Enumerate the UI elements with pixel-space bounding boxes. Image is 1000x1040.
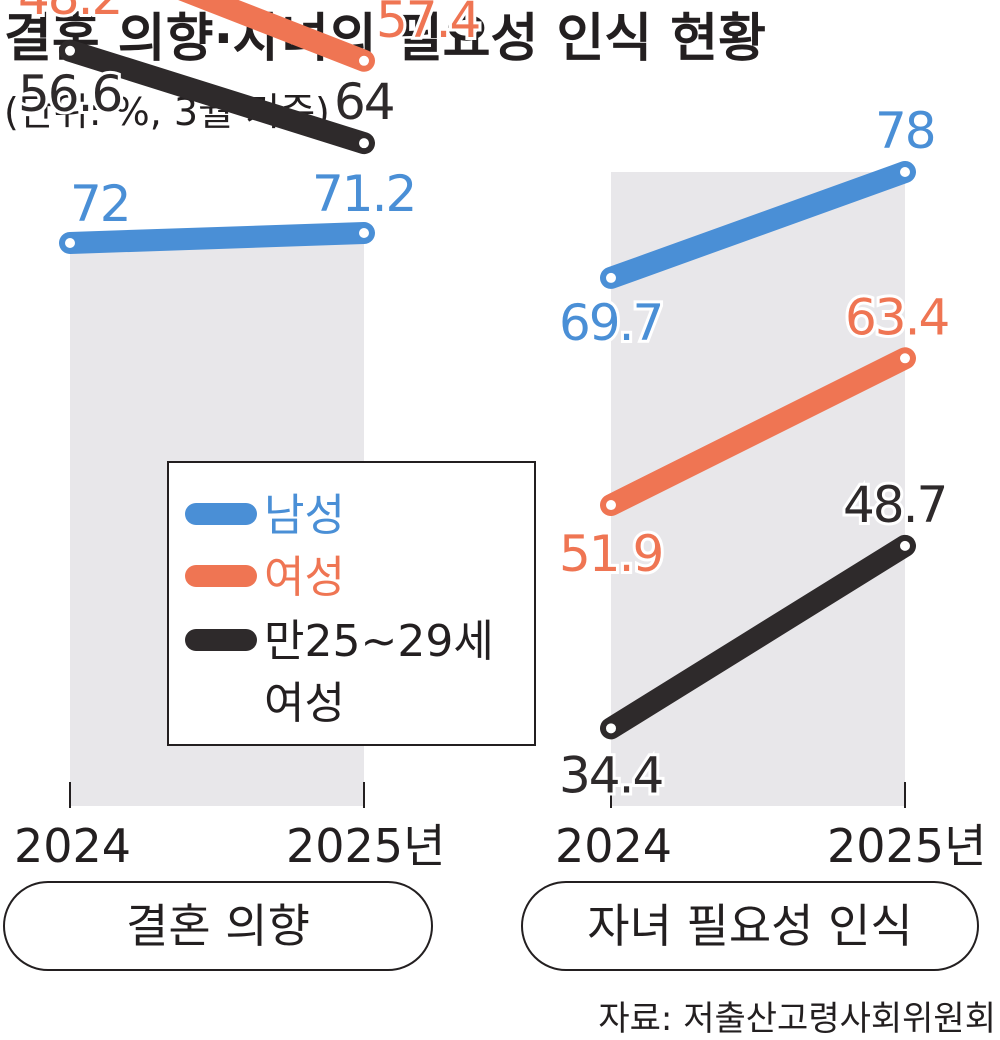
data-label: 71.2 (312, 165, 415, 223)
data-label: 64 (334, 73, 394, 131)
data-label: 63.4 (845, 288, 948, 346)
source-note: 자료: 저출산고령사회위원회 (598, 999, 996, 1039)
data-label: 48.2 (18, 0, 121, 26)
x-tick-label: 2024 (555, 819, 672, 873)
panel-label-pill (3, 881, 433, 971)
panel-child-necessity: 2024 2025년 69.7 78 51.9 63.4 34.4 48.7 자녀 필요성 인식 (521, 99, 986, 971)
data-point (357, 226, 371, 241)
data-point (604, 498, 618, 513)
legend-label: 여성 (264, 552, 345, 603)
x-tick-label: 2025년 (827, 819, 986, 873)
data-label: 56.6 (18, 65, 121, 123)
series-line (178, 0, 375, 72)
data-label: 69.7 (559, 294, 662, 352)
panel-label: 결혼 의향 (126, 899, 310, 953)
data-point (357, 53, 371, 68)
legend-label: 만25~29세 (264, 616, 494, 667)
data-point (63, 43, 77, 58)
data-label: 34.4 (559, 746, 662, 804)
x-tick-label: 2025년 (286, 819, 445, 873)
x-tick-label: 2024 (14, 819, 131, 873)
series-line (600, 161, 916, 289)
data-label: 78 (875, 102, 935, 160)
data-point (604, 270, 618, 285)
data-point (898, 165, 912, 179)
series-line (59, 39, 375, 155)
series-line (59, 222, 375, 254)
series-line (600, 347, 916, 517)
data-label: 48.7 (843, 476, 946, 534)
panel-label: 자녀 필요성 인식 (587, 899, 912, 953)
data-point (604, 721, 618, 736)
data-label: 57.4 (376, 0, 479, 49)
legend-label: 남성 (264, 490, 345, 541)
data-label: 51.9 (559, 525, 662, 583)
data-point (357, 136, 371, 151)
panel-label-pill (521, 881, 979, 971)
data-point (898, 351, 912, 366)
data-label: 72 (70, 175, 130, 233)
series-line (600, 534, 916, 740)
legend-label-line2: 여성 (264, 678, 345, 729)
data-point (63, 236, 77, 250)
data-point (898, 538, 912, 553)
